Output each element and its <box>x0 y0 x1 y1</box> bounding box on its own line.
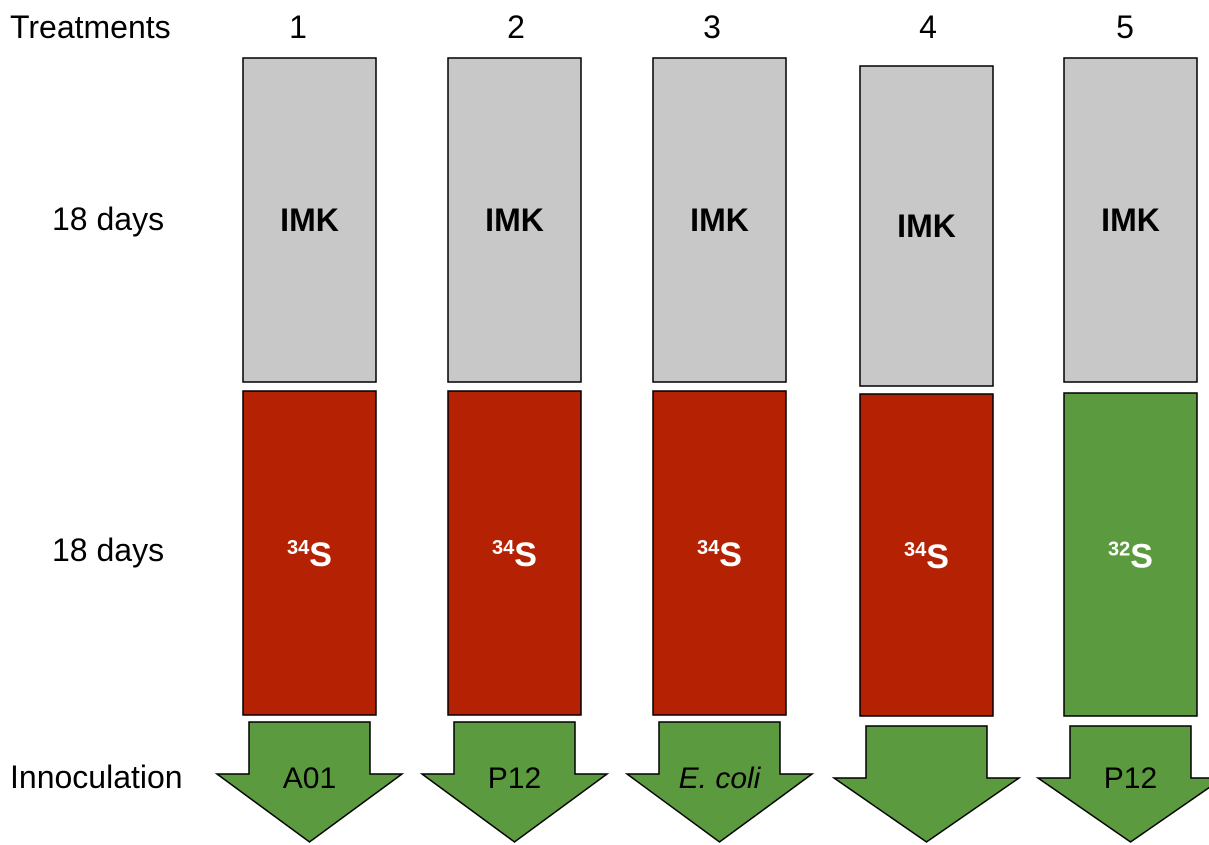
treatment-number: 3 <box>703 9 721 45</box>
imk-label: IMK <box>485 202 544 238</box>
isotope-box <box>1063 392 1198 717</box>
treatment-column-1: 1 IMK 34S A01 <box>214 9 405 843</box>
isotope-label: 34S <box>697 536 742 574</box>
isotope-symbol: S <box>309 536 332 574</box>
imk-label: IMK <box>1101 202 1160 238</box>
isotope-label: 34S <box>492 536 537 574</box>
imk-label: IMK <box>280 202 339 238</box>
treatment-column-4: 4 IMK 34S <box>831 9 1022 843</box>
isotope-box <box>652 390 787 716</box>
treatments-header: Treatments <box>10 9 171 45</box>
row-label-phase2: 18 days <box>52 532 164 568</box>
treatment-number: 2 <box>507 9 525 45</box>
row-label-phase1: 18 days <box>52 201 164 237</box>
imk-label: IMK <box>897 208 956 244</box>
inoculation-arrow <box>1035 725 1209 843</box>
isotope-box <box>242 390 377 716</box>
imk-label: IMK <box>690 202 749 238</box>
imk-box <box>1063 57 1198 383</box>
isotope-label: 32S <box>1108 538 1153 576</box>
inoculation-arrow <box>831 725 1022 843</box>
imk-box <box>447 57 582 383</box>
inoculation-arrow <box>624 721 815 843</box>
isotope-symbol: S <box>926 538 949 576</box>
isotope-mass-number: 34 <box>697 537 720 559</box>
imk-box <box>859 65 994 387</box>
isotope-box <box>447 390 582 716</box>
isotope-box <box>859 393 994 717</box>
isotope-symbol: S <box>514 536 537 574</box>
treatment-column-2: 2 IMK 34S P12 <box>419 9 610 843</box>
isotope-mass-number: 34 <box>904 539 927 561</box>
treatment-number: 4 <box>919 9 937 45</box>
imk-box <box>652 57 787 383</box>
inoculum-label: E. coli <box>679 762 762 795</box>
isotope-mass-number: 34 <box>287 537 310 559</box>
treatment-column-3: 3 IMK 34S E. coli <box>624 9 815 843</box>
inoculum-label: P12 <box>488 762 541 795</box>
isotope-mass-number: 32 <box>1108 539 1130 561</box>
treatment-number: 1 <box>289 9 307 45</box>
inoculum-label: A01 <box>283 762 336 795</box>
inoculum-label: P12 <box>1104 762 1157 795</box>
isotope-symbol: S <box>1130 538 1153 576</box>
isotope-mass-number: 34 <box>492 537 515 559</box>
treatment-number: 5 <box>1116 9 1134 45</box>
isotope-label: 34S <box>287 536 332 574</box>
isotope-symbol: S <box>719 536 742 574</box>
imk-box <box>242 57 377 383</box>
isotope-label: 34S <box>904 538 949 576</box>
row-label-inoculation: Innoculation <box>10 759 183 795</box>
inoculation-arrow <box>419 721 610 843</box>
treatment-column-5: 5 IMK 32S P12 <box>1035 9 1209 843</box>
inoculation-arrow <box>214 721 405 843</box>
